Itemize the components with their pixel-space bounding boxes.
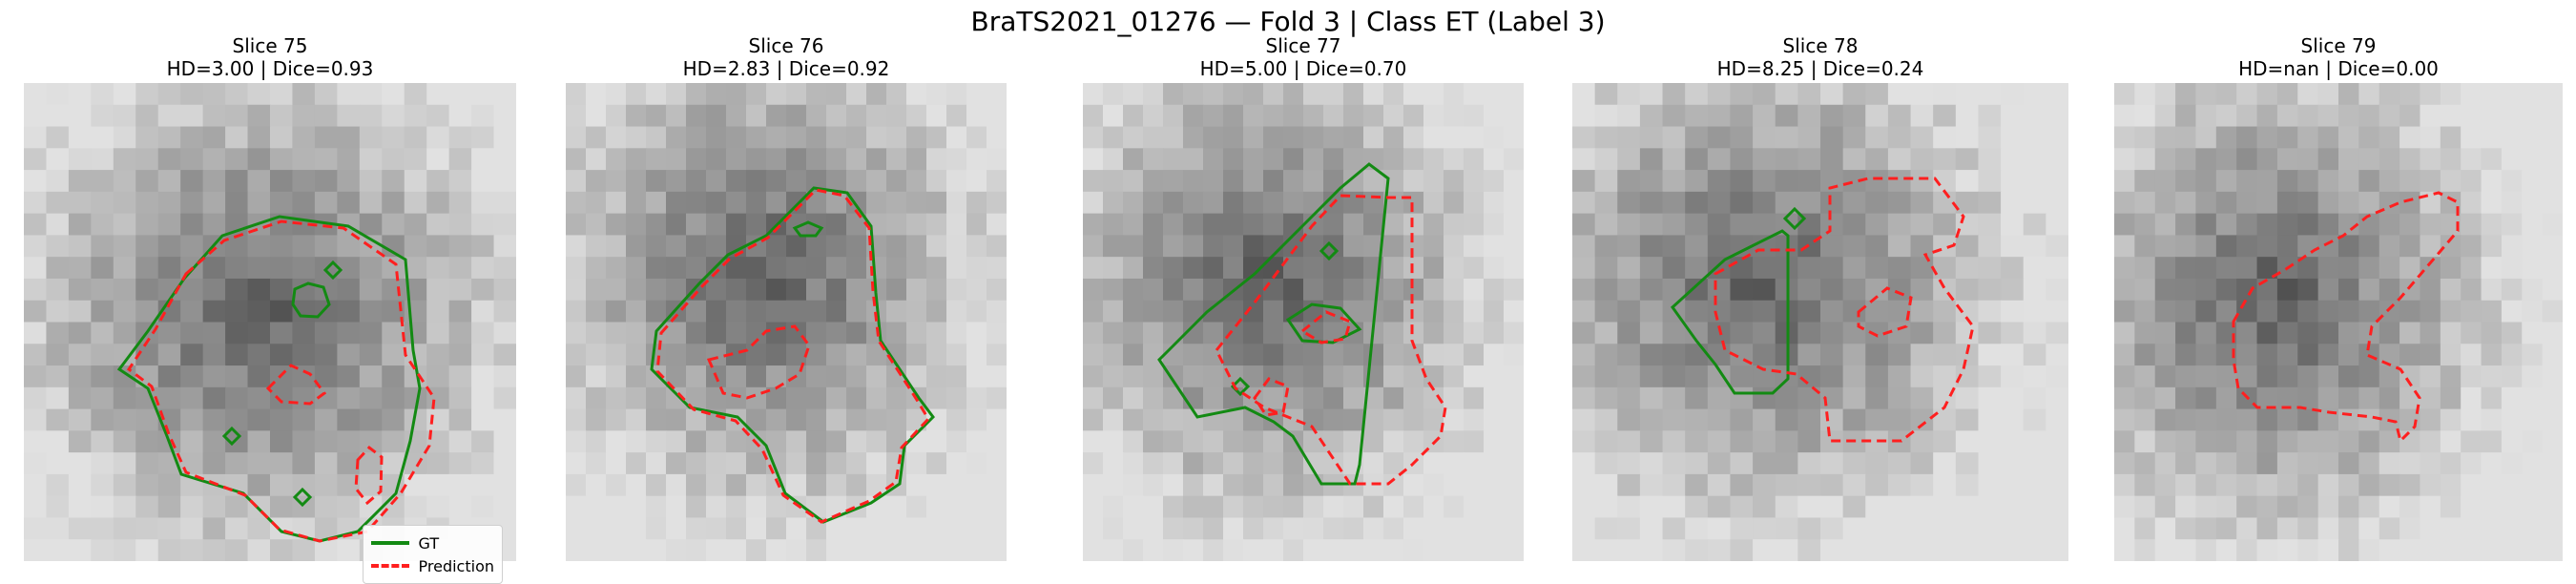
figure-title: BraTS2021_01276 — Fold 3 | Class ET (Lab… [970, 6, 1606, 37]
mri-intensity-grid [1572, 83, 2068, 561]
prediction-contour [1253, 377, 1290, 417]
mri-slice-image [1083, 83, 1524, 561]
prediction-contour [354, 445, 384, 506]
slice-number: Slice 75 [232, 34, 308, 57]
ground-truth-contour [1230, 376, 1251, 397]
ground-truth-contour [1319, 240, 1340, 261]
ground-truth-contour [116, 215, 422, 543]
legend-label-gt: GT [418, 533, 440, 553]
slice-number: Slice 77 [1265, 34, 1341, 57]
slice-title: Slice 78 HD=8.25 | Dice=0.24 [1572, 34, 2068, 80]
slice-number: Slice 76 [748, 34, 824, 57]
mri-slice-image [1572, 83, 2068, 561]
prediction-contour [2232, 191, 2460, 444]
slice-metrics: HD=5.00 | Dice=0.70 [1199, 57, 1407, 80]
mri-slice-image [2114, 83, 2563, 561]
ground-truth-contour [292, 487, 313, 508]
slice-metrics: HD=2.83 | Dice=0.92 [682, 57, 890, 80]
slice-panel: Slice 79 HD=nan | Dice=0.00 [2114, 29, 2563, 563]
ground-truth-contour [322, 260, 343, 281]
slice-panel: Slice 78 HD=8.25 | Dice=0.24 [1572, 29, 2068, 563]
slice-number: Slice 79 [2300, 34, 2377, 57]
mri-slice-image [566, 83, 1007, 561]
ground-truth-contour [792, 220, 824, 238]
slice-panel: Slice 77 HD=5.00 | Dice=0.70 [1083, 29, 1524, 563]
slice-title: Slice 75 HD=3.00 | Dice=0.93 [24, 34, 516, 80]
slice-panel: Slice 75 HD=3.00 | Dice=0.93 GT Predicti… [24, 29, 516, 584]
slice-title: Slice 79 HD=nan | Dice=0.00 [2114, 34, 2563, 80]
mri-slice-image [24, 83, 516, 561]
legend-swatch-prediction [370, 564, 409, 568]
slice-metrics: HD=8.25 | Dice=0.24 [1716, 57, 1924, 80]
prediction-contour [655, 188, 930, 524]
ground-truth-contour [221, 426, 242, 447]
prediction-contour [706, 324, 811, 400]
legend-label-prediction: Prediction [418, 556, 494, 575]
legend-swatch-gt [370, 541, 409, 545]
mri-intensity-grid [2114, 83, 2563, 561]
slice-number: Slice 78 [1782, 34, 1859, 57]
ground-truth-contour [291, 282, 331, 319]
prediction-contour [1299, 310, 1352, 344]
legend-item-gt: GT [370, 532, 494, 554]
ground-truth-contour [650, 186, 935, 524]
ground-truth-contour [1782, 206, 1807, 231]
legend-item-prediction: Prediction [370, 554, 494, 577]
legend: GT Prediction [362, 525, 503, 584]
slice-metrics: HD=nan | Dice=0.00 [2238, 57, 2439, 80]
prediction-contour [1714, 177, 1975, 443]
slice-title: Slice 77 HD=5.00 | Dice=0.70 [1083, 34, 1524, 80]
prediction-contour [1215, 194, 1447, 486]
ground-truth-contour [1157, 162, 1390, 486]
prediction-contour [265, 364, 327, 406]
mri-intensity-grid [1083, 83, 1524, 561]
prediction-contour [126, 219, 436, 543]
slice-panel: Slice 76 HD=2.83 | Dice=0.92 [566, 29, 1007, 563]
mri-intensity-grid [566, 83, 1007, 561]
slice-title: Slice 76 HD=2.83 | Dice=0.92 [566, 34, 1007, 80]
mri-intensity-grid [24, 83, 516, 561]
prediction-contour [1857, 286, 1913, 338]
ground-truth-contour [1285, 302, 1362, 344]
slice-metrics: HD=3.00 | Dice=0.93 [166, 57, 374, 80]
ground-truth-contour [1671, 229, 1790, 395]
